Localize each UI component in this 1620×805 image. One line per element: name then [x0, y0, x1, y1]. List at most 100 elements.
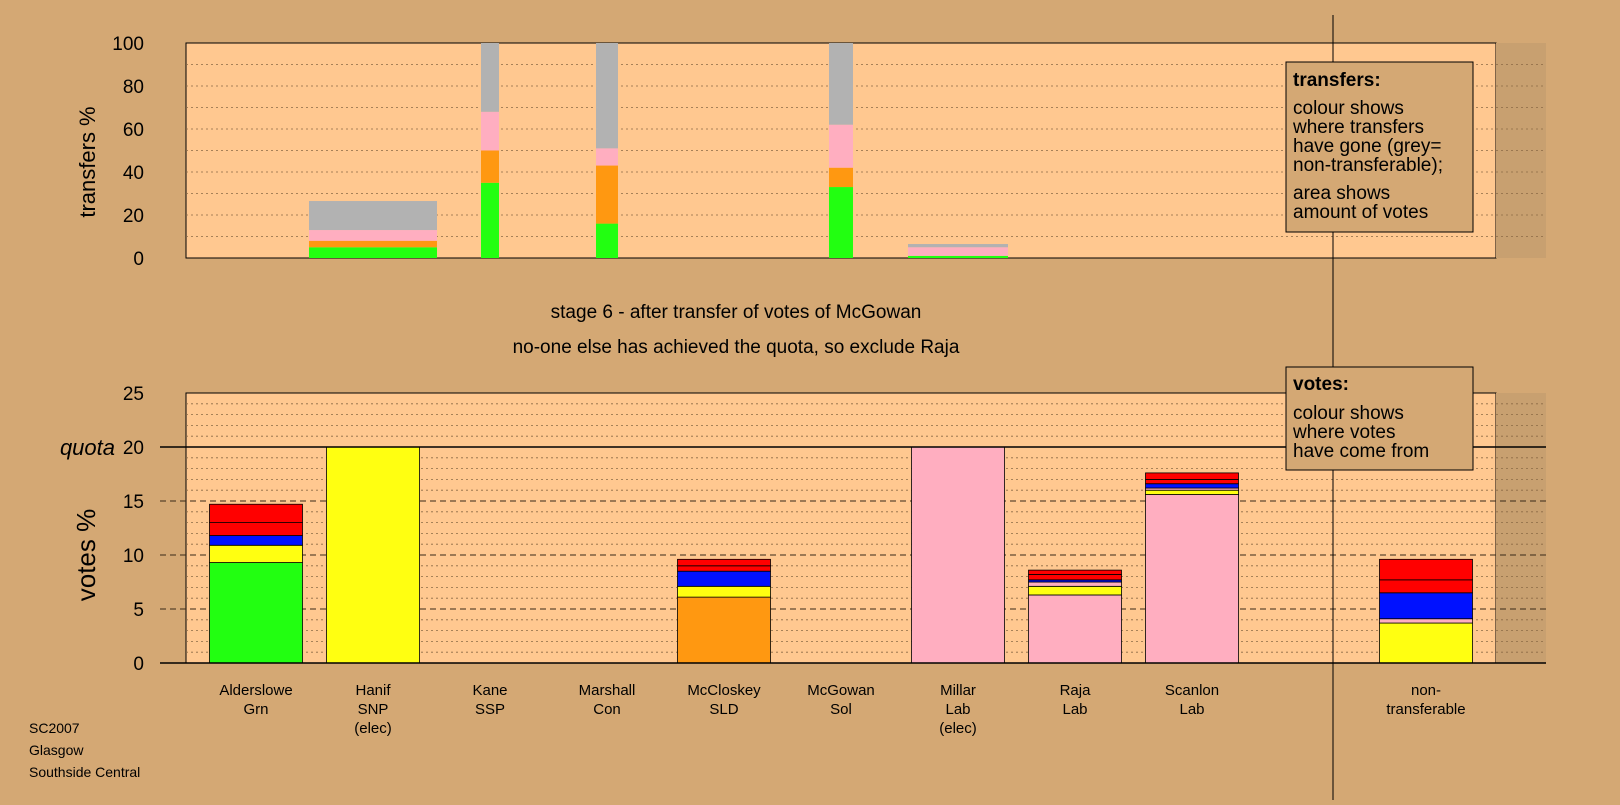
votes-bar-segment	[677, 565, 771, 572]
transfers-legend-line: amount of votes	[1293, 202, 1428, 223]
transfers-tick-label: 100	[112, 34, 144, 55]
transfers-tick-label: 40	[123, 163, 144, 184]
transfers-bar-segment	[829, 43, 853, 125]
transfers-bar-segment	[908, 247, 1008, 256]
category-label: Lab	[1179, 701, 1204, 718]
votes-bar-segment	[677, 570, 771, 587]
category-label: SLD	[709, 701, 738, 718]
votes-side-shade	[1496, 393, 1546, 663]
votes-bar-segment	[1379, 558, 1473, 581]
votes-bar-segment	[209, 503, 303, 523]
transfers-bar-segment	[596, 148, 618, 166]
transfers-bar-segment	[829, 124, 853, 168]
transfers-bar-segment	[829, 187, 853, 258]
votes-bar-segment	[209, 562, 303, 664]
category-label: Lab	[945, 701, 970, 718]
transfers-tick-label: 80	[123, 77, 144, 98]
votes-bar-segment	[209, 535, 303, 546]
category-label: Con	[593, 701, 621, 718]
votes-bar-segment	[1028, 594, 1122, 664]
transfers-bar-segment	[309, 201, 437, 231]
transfers-legend-title: transfers:	[1293, 70, 1381, 91]
votes-bar-segment	[1379, 618, 1473, 624]
category-label: transferable	[1386, 701, 1465, 718]
category-label: SNP	[358, 701, 389, 718]
transfers-legend: transfers: colour shows where transfers …	[1285, 61, 1474, 233]
category-label: non-	[1411, 682, 1441, 699]
votes-bar-segment	[1145, 472, 1239, 480]
votes-legend-box	[1285, 366, 1474, 471]
category-label: McCloskey	[687, 682, 761, 699]
votes-bar-segment	[911, 446, 1005, 664]
category-label: Marshall	[579, 682, 636, 699]
stage-subtitle: no-one else has achieved the quota, so e…	[513, 337, 960, 358]
votes-legend-line: where votes	[1292, 422, 1395, 443]
transfers-legend-line: have gone (grey=	[1293, 136, 1441, 157]
transfers-bar-segment	[596, 165, 618, 224]
footer-line: SC2007	[29, 720, 80, 736]
votes-bar-segment	[1379, 592, 1473, 620]
votes-tick-label: 0	[133, 654, 144, 675]
transfers-bar-segment	[908, 255, 1008, 258]
votes-tick-label: 20	[123, 438, 144, 459]
transfers-bar-segment	[309, 247, 437, 258]
category-label: Lab	[1062, 701, 1087, 718]
category-label: Sol	[830, 701, 852, 718]
votes-bar-segment	[677, 558, 771, 567]
transfers-legend-box	[1285, 61, 1474, 233]
votes-bar-segment	[1028, 569, 1122, 575]
transfers-legend-line: non-transferable);	[1293, 155, 1443, 176]
transfers-legend-line: where transfers	[1292, 117, 1424, 138]
transfers-bar-segment	[829, 167, 853, 188]
transfers-tick-label: 0	[133, 249, 144, 270]
votes-bar-segment	[1028, 574, 1122, 581]
category-label: (elec)	[354, 720, 392, 737]
votes-legend: votes: colour shows where votes have com…	[1285, 366, 1474, 471]
transfers-bar-segment	[481, 150, 499, 183]
transfers-axis-label: transfers %	[75, 106, 100, 217]
category-label: Hanif	[355, 682, 391, 699]
votes-bar-segment	[1145, 489, 1239, 495]
quota-label: quota	[60, 435, 115, 460]
footer-line: Southside Central	[29, 764, 140, 780]
votes-legend-line: colour shows	[1293, 403, 1404, 424]
transfers-bar-segment	[309, 240, 437, 248]
category-label: (elec)	[939, 720, 977, 737]
transfers-bar-segment	[908, 244, 1008, 248]
votes-bar-segment	[677, 596, 771, 664]
category-label: Alderslowe	[219, 682, 292, 699]
votes-tick-label: 25	[123, 384, 144, 405]
transfers-bar-segment	[481, 43, 499, 112]
stage-title: stage 6 - after transfer of votes of McG…	[551, 302, 922, 323]
transfers-bar-segment	[596, 43, 618, 149]
transfers-bar-segment	[309, 230, 437, 241]
votes-tick-label: 10	[123, 546, 144, 567]
transfers-tick-label: 60	[123, 120, 144, 141]
transfers-bar-segment	[481, 182, 499, 258]
votes-bar-segment	[1145, 483, 1239, 489]
votes-panel: 0 5 10 15 20 25 quota votes % Alderslowe Grn Ha…	[60, 384, 1546, 737]
votes-axis-label: votes %	[71, 509, 101, 602]
votes-bar-segment	[326, 446, 420, 664]
votes-bar-segment	[209, 522, 303, 536]
transfers-bar-segment	[596, 223, 618, 258]
votes-bar-segment	[1145, 478, 1239, 485]
votes-bar-segment	[1379, 622, 1473, 664]
votes-tick-label: 15	[123, 492, 144, 513]
votes-tick-label: 5	[133, 600, 144, 621]
votes-bar-segment	[209, 544, 303, 563]
transfers-tick-label: 20	[123, 206, 144, 227]
votes-bar-segment	[1379, 579, 1473, 594]
votes-bar-segment	[1028, 585, 1122, 596]
category-label: McGowan	[807, 682, 875, 699]
transfers-bar-segment	[481, 111, 499, 151]
transfers-legend-line: area shows	[1293, 183, 1390, 204]
category-label: SSP	[475, 701, 505, 718]
votes-bar-segment	[1145, 494, 1239, 664]
category-label: Grn	[243, 701, 268, 718]
transfers-panel: 0 20 40 60 80 100 transfers %	[75, 34, 1546, 270]
category-label: Kane	[472, 682, 507, 699]
votes-bar-segment	[677, 585, 771, 598]
